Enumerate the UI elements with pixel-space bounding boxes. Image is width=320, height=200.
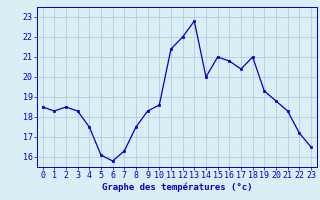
X-axis label: Graphe des températures (°c): Graphe des températures (°c) xyxy=(101,183,252,192)
